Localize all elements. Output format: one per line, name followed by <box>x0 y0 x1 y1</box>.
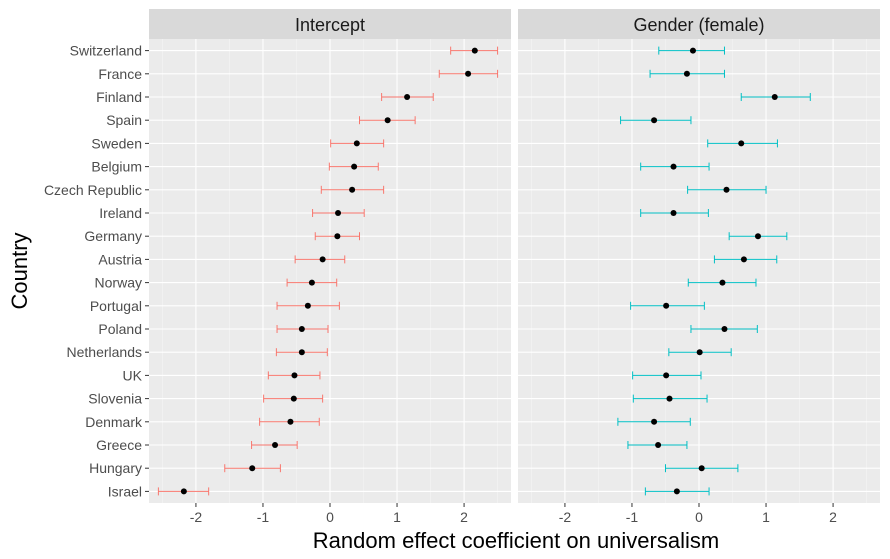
panel-strip-label: Intercept <box>295 15 365 35</box>
estimate-point <box>465 70 472 77</box>
estimate-point <box>471 47 478 54</box>
estimate-point <box>334 233 341 240</box>
estimate-point <box>291 372 298 379</box>
estimate-point <box>404 94 411 100</box>
estimate-point <box>287 418 294 425</box>
estimate-point <box>673 488 680 495</box>
panel-strip-label: Gender (female) <box>633 15 764 35</box>
estimate-point <box>180 488 187 495</box>
panel-2: Gender (female) <box>518 9 880 503</box>
y-tick-label: UK <box>123 367 143 383</box>
estimate-point <box>319 256 326 263</box>
y-tick-label: Sweden <box>91 135 142 151</box>
y-tick-label: Hungary <box>89 460 142 476</box>
y-tick-label: Ireland <box>99 205 142 221</box>
panel-1: Intercept <box>149 9 511 503</box>
estimate-point <box>740 256 747 263</box>
estimate-point <box>670 163 677 170</box>
estimate-point <box>272 442 279 448</box>
estimate-point <box>298 326 305 332</box>
y-tick-label: Finland <box>96 89 142 105</box>
y-tick-label: Norway <box>95 275 142 291</box>
x-tick-label: -2 <box>559 509 572 525</box>
y-tick-label: Portugal <box>90 298 142 314</box>
y-tick-label: Switzerland <box>70 43 142 59</box>
estimate-point <box>696 349 703 356</box>
estimate-point <box>771 94 778 100</box>
estimate-point <box>384 117 391 124</box>
estimate-point <box>290 395 297 402</box>
y-tick-label: Netherlands <box>67 344 143 360</box>
x-tick-label: -1 <box>626 509 639 525</box>
estimate-point <box>651 418 658 425</box>
y-tick-label: Austria <box>98 251 142 267</box>
estimate-point <box>308 279 315 286</box>
panel-strip <box>149 9 511 39</box>
y-tick-label: Germany <box>84 228 142 244</box>
estimate-point <box>698 465 705 472</box>
estimate-point <box>738 140 745 147</box>
estimate-point <box>721 326 728 332</box>
y-tick-label: Belgium <box>91 159 142 175</box>
y-axis: Switzerland France Finland Spain Sweden Belgi… <box>44 43 149 499</box>
x-tick-label: 2 <box>829 509 837 525</box>
estimate-point <box>754 233 761 240</box>
estimate-point <box>666 395 673 402</box>
estimate-point <box>663 302 670 309</box>
x-tick-label: 0 <box>326 509 334 525</box>
y-axis-title: Country <box>7 232 32 309</box>
y-tick-label: Poland <box>98 321 142 337</box>
estimate-point <box>249 465 256 472</box>
x-tick-label: 1 <box>393 509 401 525</box>
estimate-point <box>651 117 658 124</box>
estimate-point <box>349 186 356 193</box>
estimate-point <box>719 279 726 286</box>
x-axis-title: Random effect coefficient on universalis… <box>313 528 719 553</box>
panels: Intercept Gender (female) <box>149 9 880 503</box>
estimate-point <box>689 47 696 54</box>
estimate-point <box>663 372 670 379</box>
estimate-point <box>298 349 305 356</box>
estimate-point <box>683 70 690 77</box>
estimate-point <box>351 163 358 170</box>
y-tick-label: Greece <box>96 437 142 453</box>
y-tick-label: Czech Republic <box>44 182 142 198</box>
x-tick-label: -2 <box>190 509 203 525</box>
estimate-point <box>304 302 311 309</box>
panel-strip <box>518 9 880 39</box>
y-tick-label: Spain <box>106 112 142 128</box>
estimate-point <box>655 442 662 448</box>
estimate-point <box>723 186 730 193</box>
x-tick-label: 1 <box>762 509 770 525</box>
estimate-point <box>670 210 677 216</box>
y-tick-label: France <box>98 66 142 82</box>
x-axis: -2 -1 0 1 2 -2 -1 0 1 2 <box>190 503 837 525</box>
y-tick-label: Slovenia <box>88 391 142 407</box>
x-tick-label: 0 <box>695 509 703 525</box>
estimate-point <box>353 140 360 147</box>
x-tick-label: 2 <box>460 509 468 525</box>
x-tick-label: -1 <box>257 509 270 525</box>
y-tick-label: Denmark <box>85 414 143 430</box>
y-tick-label: Israel <box>108 483 142 499</box>
estimate-point <box>335 210 342 216</box>
